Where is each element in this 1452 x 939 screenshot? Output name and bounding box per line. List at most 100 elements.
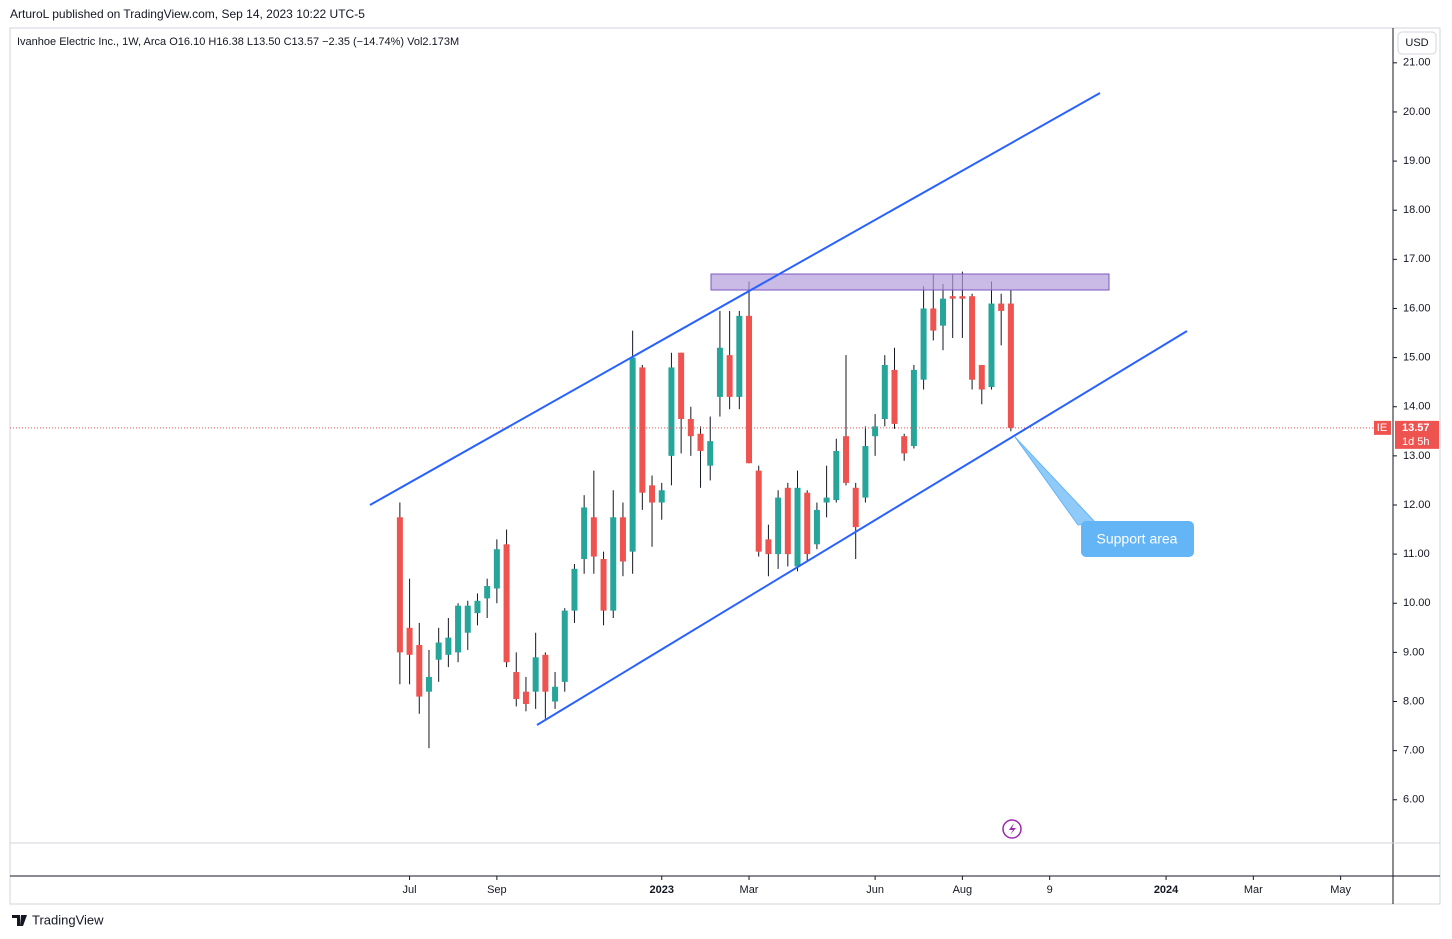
candle-body <box>872 426 879 437</box>
brand-logo <box>12 915 27 926</box>
candle-body <box>775 497 782 555</box>
x-tick-label: Aug <box>953 884 973 896</box>
candle-body <box>445 637 452 655</box>
candle-body <box>794 487 801 567</box>
candle-body <box>600 559 607 611</box>
x-tick-label: Mar <box>740 884 759 896</box>
candle-body <box>959 296 966 299</box>
candle-body <box>522 691 529 704</box>
candle-body <box>561 610 568 682</box>
candle-body <box>755 470 762 552</box>
last-price-tag <box>1395 420 1439 449</box>
y-tick-label: 6.00 <box>1403 794 1424 806</box>
candle-body <box>503 544 510 663</box>
x-tick-label: Jun <box>866 884 884 896</box>
y-tick-label: 20.00 <box>1403 106 1431 118</box>
candle-body <box>649 485 656 503</box>
candle-body <box>784 487 791 555</box>
candle-body <box>639 367 646 493</box>
candle-body <box>930 308 937 331</box>
publish-info: ArturoL published on TradingView.com, Se… <box>10 7 365 21</box>
candle-body <box>978 364 985 390</box>
currency-button[interactable] <box>1397 31 1437 55</box>
candle-body <box>843 436 850 483</box>
callout <box>1081 521 1194 557</box>
last-price-label: 13.57 <box>1402 422 1430 434</box>
candle-body <box>629 357 636 552</box>
candle-body <box>416 645 423 697</box>
candle-body <box>406 627 413 655</box>
y-tick-label: 16.00 <box>1403 302 1431 314</box>
candle-body <box>464 605 471 633</box>
symbol-tag <box>1374 420 1391 435</box>
candle-body <box>969 296 976 380</box>
currency[interactable]: USD <box>1405 37 1428 49</box>
y-tick-label: 17.00 <box>1403 253 1431 265</box>
candle-body <box>862 446 869 498</box>
candle-body <box>823 497 830 503</box>
candle-body <box>833 450 840 501</box>
bar-countdown: 1d 5h <box>1402 436 1430 448</box>
candle-body <box>513 672 520 700</box>
candle-body <box>581 507 588 560</box>
x-tick-label: Sep <box>487 884 507 896</box>
candle-body <box>716 347 723 397</box>
y-tick-label: 21.00 <box>1403 57 1431 69</box>
candle-body <box>435 642 442 660</box>
candle-body <box>474 600 481 614</box>
channel-upper <box>369 92 1101 506</box>
candle-body <box>571 568 578 611</box>
candle-body <box>396 517 403 653</box>
candle-body <box>901 436 908 454</box>
candle-body <box>910 369 917 447</box>
x-tick-label: May <box>1330 884 1351 896</box>
candle-body <box>881 364 888 420</box>
y-tick-label: 12.00 <box>1403 499 1431 511</box>
candle-body <box>658 490 665 503</box>
y-tick-label: 10.00 <box>1403 597 1431 609</box>
candle-body <box>746 315 753 464</box>
y-tick-label: 8.00 <box>1403 695 1424 707</box>
event-bolt <box>1009 823 1016 835</box>
candle-body <box>988 303 995 388</box>
x-tick-label: 2024 <box>1154 884 1179 896</box>
candle-body <box>610 517 617 611</box>
candle-body <box>678 352 685 420</box>
candle-body <box>455 605 462 653</box>
candle-body <box>949 296 956 299</box>
y-tick-label: 13.00 <box>1403 450 1431 462</box>
candle-body <box>804 492 811 555</box>
chart-frame <box>9 27 1441 905</box>
candle-body <box>493 549 500 589</box>
candle-body <box>619 517 626 562</box>
y-tick-label: 11.00 <box>1403 548 1430 560</box>
candle-body <box>891 369 898 424</box>
y-tick-label: 7.00 <box>1403 745 1424 757</box>
callout-text: Support area <box>1097 531 1178 547</box>
y-tick-label: 14.00 <box>1403 401 1431 413</box>
candle-body <box>542 654 549 692</box>
candle-body <box>765 539 772 555</box>
x-tick-label: 9 <box>1047 884 1053 896</box>
candle-body <box>726 355 733 397</box>
y-tick-label: 18.00 <box>1403 204 1431 216</box>
x-tick-label: Mar <box>1244 884 1263 896</box>
candle-body <box>939 298 946 326</box>
candle-body <box>687 419 694 437</box>
event-icon[interactable] <box>1002 819 1022 839</box>
symbol-legend: Ivanhoe Electric Inc., 1W, Arca O16.10 H… <box>17 36 459 48</box>
candle-body <box>707 441 714 466</box>
candle-body <box>668 367 675 456</box>
candle-body <box>590 517 597 557</box>
candle-body <box>532 657 539 692</box>
candle-body <box>425 676 432 692</box>
candle-body <box>920 308 927 380</box>
candle-body <box>813 509 820 545</box>
candle-body <box>998 303 1005 311</box>
x-tick-label: 2023 <box>649 884 673 896</box>
candle-body <box>852 487 859 528</box>
y-tick-label: 9.00 <box>1403 646 1424 658</box>
candle-body <box>1007 303 1014 428</box>
